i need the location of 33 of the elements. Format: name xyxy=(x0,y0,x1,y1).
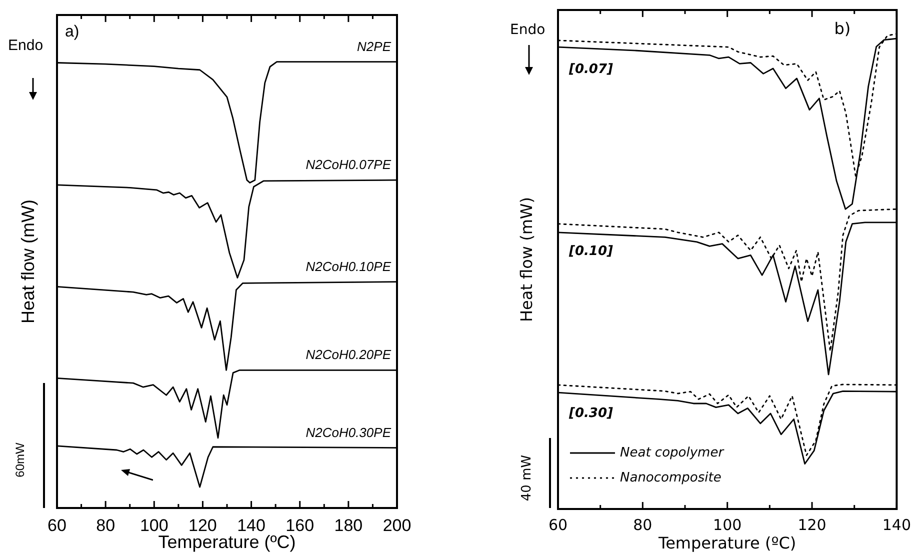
text: 60mW xyxy=(13,442,27,478)
x-tick-label: 100 xyxy=(140,516,168,535)
annotation: [0.07] xyxy=(569,62,613,77)
legend-label: Neat copolymer xyxy=(620,445,726,460)
legend-label: Nanocomposite xyxy=(620,470,722,486)
series-label: N2CoH0.07PE xyxy=(306,157,392,172)
y-axis-title: Heat flow (mW) xyxy=(516,197,536,322)
series-label: N2CoH0.20PE xyxy=(306,347,392,362)
x-tick-label: 60 xyxy=(548,516,568,534)
text: Endo xyxy=(8,37,44,54)
x-axis-title: Temperature (ºC) xyxy=(158,532,296,552)
x-tick-label: 120 xyxy=(188,516,217,535)
x-tick-label: 140 xyxy=(237,516,266,535)
x-tick-label: 80 xyxy=(96,516,116,535)
x-tick-label: 100 xyxy=(713,516,742,534)
x-tick-label: 120 xyxy=(798,516,826,534)
x-tick-label: 160 xyxy=(286,516,314,535)
x-axis-title: Temperature (ºC) xyxy=(658,534,796,553)
x-tick-label: 180 xyxy=(334,516,363,535)
annotation: [0.10] xyxy=(569,244,613,259)
x-tick-label: 200 xyxy=(382,516,412,535)
series-label: N2CoH0.10PE xyxy=(306,258,392,274)
x-tick-label: 60 xyxy=(48,516,66,535)
series-label: N2PE xyxy=(357,38,392,54)
y-axis-title: Heat flow (mW) xyxy=(18,199,38,324)
text: Endo xyxy=(510,22,546,38)
x-tick-label: 140 xyxy=(882,516,912,534)
x-tick-label: 80 xyxy=(633,516,652,534)
series-label: N2CoH0.30PE xyxy=(306,424,392,440)
chart-title: a) xyxy=(65,23,80,40)
annotation: [0.30] xyxy=(569,406,613,421)
text: 40 mW xyxy=(520,454,534,502)
chart-title: b) xyxy=(834,19,851,38)
